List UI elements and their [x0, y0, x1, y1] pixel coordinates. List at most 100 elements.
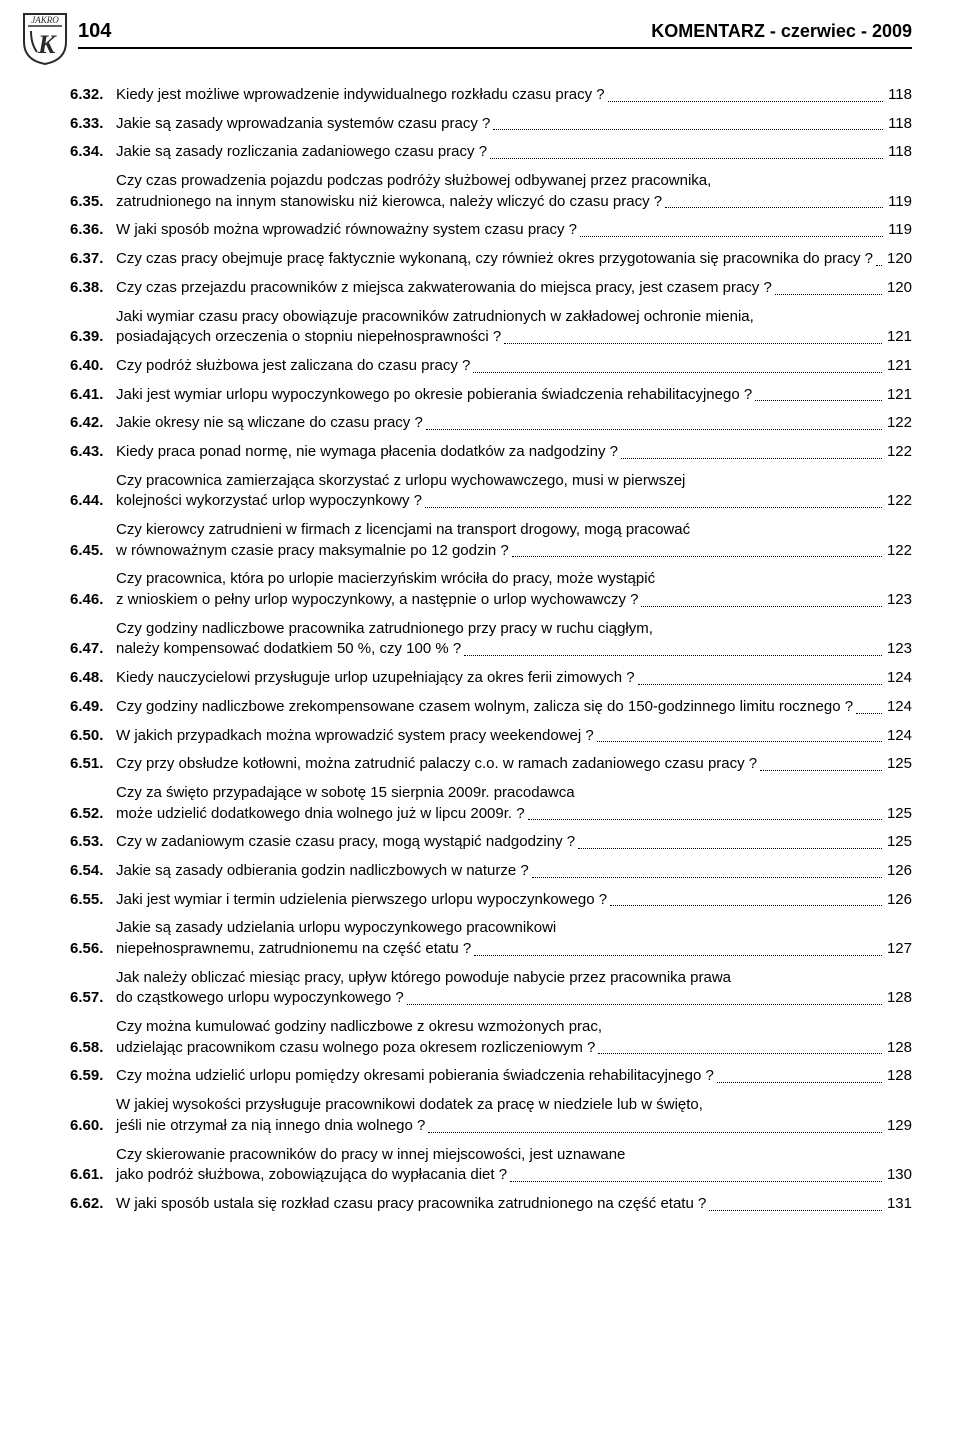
toc-leader — [717, 1082, 882, 1083]
toc-entry-number: 6.35. — [70, 192, 116, 213]
toc-entry: 6.47.Czy godziny nadliczbowe pracownika … — [70, 619, 912, 660]
toc-entry-page: 119 — [886, 220, 912, 241]
toc-leader — [856, 713, 882, 714]
toc-leader — [528, 819, 882, 820]
toc-entry-page: 124 — [885, 697, 912, 718]
toc-entry-page: 120 — [885, 278, 912, 299]
toc-line-text: Czy pracownica zamierzająca skorzystać z… — [116, 471, 685, 492]
toc-leader — [709, 1210, 882, 1211]
toc-entry-text: Czy skierowanie pracowników do pracy w i… — [116, 1145, 912, 1186]
toc-line-text: Jaki jest wymiar urlopu wypoczynkowego p… — [116, 385, 752, 406]
toc-line-text: Czy podróż służbowa jest zaliczana do cz… — [116, 356, 470, 377]
page-header: 104 KOMENTARZ - czerwiec - 2009 — [78, 20, 912, 43]
toc-entry-number: 6.36. — [70, 220, 116, 241]
toc-entry-number: 6.38. — [70, 278, 116, 299]
toc-entry-page: 122 — [885, 442, 912, 463]
toc-entry-number: 6.59. — [70, 1066, 116, 1087]
toc-line-text: udzielając pracownikom czasu wolnego poz… — [116, 1038, 595, 1059]
toc-entry-text: Kiedy praca ponad normę, nie wymaga płac… — [116, 442, 912, 463]
toc-entry-text: Jakie okresy nie są wliczane do czasu pr… — [116, 413, 912, 434]
toc-line-text: niepełnosprawnemu, zatrudnionemu na częś… — [116, 939, 471, 960]
toc-entry-page: 127 — [885, 939, 912, 960]
toc-entry-text: Kiedy nauczycielowi przysługuje urlop uz… — [116, 668, 912, 689]
toc-entry: 6.38.Czy czas przejazdu pracowników z mi… — [70, 278, 912, 299]
toc-entry: 6.41.Jaki jest wymiar urlopu wypoczynkow… — [70, 385, 912, 406]
toc-line-text: Kiedy nauczycielowi przysługuje urlop uz… — [116, 668, 635, 689]
toc-entry-text: Jakie są zasady wprowadzania systemów cz… — [116, 114, 912, 135]
toc-entry-number: 6.46. — [70, 590, 116, 611]
toc-entry-number: 6.55. — [70, 890, 116, 911]
toc-entry-text: Czy można kumulować godziny nadliczbowe … — [116, 1017, 912, 1058]
toc-entry-text: W jakich przypadkach można wprowadzić sy… — [116, 726, 912, 747]
toc-leader — [775, 294, 882, 295]
toc-entry: 6.57.Jak należy obliczać miesiąc pracy, … — [70, 968, 912, 1009]
toc-leader — [512, 556, 882, 557]
toc-entry-page: 122 — [885, 413, 912, 434]
toc-line-text: Jakie są zasady udzielania urlopu wypocz… — [116, 918, 556, 939]
toc-entry-number: 6.54. — [70, 861, 116, 882]
toc-entry: 6.42.Jakie okresy nie są wliczane do cza… — [70, 413, 912, 434]
toc-leader — [504, 343, 882, 344]
toc-entry-text: Jaki wymiar czasu pracy obowiązuje praco… — [116, 307, 912, 348]
toc-entry-page: 118 — [886, 114, 912, 135]
toc-entry-page: 130 — [885, 1165, 912, 1186]
toc-line-text: Jakie są zasady odbierania godzin nadlic… — [116, 861, 529, 882]
toc-entry-text: Czy czas pracy obejmuje pracę faktycznie… — [116, 249, 912, 270]
toc-line-text: Czy czas przejazdu pracowników z miejsca… — [116, 278, 772, 299]
toc-entry-page: 125 — [885, 804, 912, 825]
toc-entry: 6.50.W jakich przypadkach można wprowadz… — [70, 726, 912, 747]
toc-entry: 6.53.Czy w zadaniowym czasie czasu pracy… — [70, 832, 912, 853]
toc-leader — [425, 507, 882, 508]
toc-entry: 6.48.Kiedy nauczycielowi przysługuje url… — [70, 668, 912, 689]
toc-leader — [510, 1181, 882, 1182]
toc-entry-number: 6.50. — [70, 726, 116, 747]
toc-leader — [580, 236, 883, 237]
toc-entry-text: Czy podróż służbowa jest zaliczana do cz… — [116, 356, 912, 377]
toc-entry-number: 6.52. — [70, 804, 116, 825]
toc-leader — [876, 265, 882, 266]
toc-leader — [426, 429, 882, 430]
toc-entry-text: Czy za święto przypadające w sobotę 15 s… — [116, 783, 912, 824]
toc-leader — [608, 101, 883, 102]
toc-entry: 6.33.Jakie są zasady wprowadzania system… — [70, 114, 912, 135]
toc-entry-text: Czy godziny nadliczbowe pracownika zatru… — [116, 619, 912, 660]
toc-leader — [474, 955, 882, 956]
toc-leader — [532, 877, 882, 878]
toc-line-text: W jaki sposób ustala się rozkład czasu p… — [116, 1194, 706, 1215]
toc-entry-text: Czy pracownica zamierzająca skorzystać z… — [116, 471, 912, 512]
toc-entry: 6.43.Kiedy praca ponad normę, nie wymaga… — [70, 442, 912, 463]
toc-line-text: Czy za święto przypadające w sobotę 15 s… — [116, 783, 575, 804]
toc-line-text: Czy przy obsłudze kotłowni, można zatrud… — [116, 754, 757, 775]
toc-entry-page: 118 — [886, 85, 912, 106]
toc-entry-number: 6.43. — [70, 442, 116, 463]
toc-entry: 6.32.Kiedy jest możliwe wprowadzenie ind… — [70, 85, 912, 106]
toc-line-text: Czy można kumulować godziny nadliczbowe … — [116, 1017, 602, 1038]
toc-line-text: Jaki wymiar czasu pracy obowiązuje praco… — [116, 307, 754, 328]
toc-line-text: Czy godziny nadliczbowe zrekompensowane … — [116, 697, 853, 718]
toc-entry-text: W jakiej wysokości przysługuje pracownik… — [116, 1095, 912, 1136]
toc-entry: 6.52.Czy za święto przypadające w sobotę… — [70, 783, 912, 824]
toc-line-text: z wnioskiem o pełny urlop wypoczynkowy, … — [116, 590, 638, 611]
toc-entry-number: 6.40. — [70, 356, 116, 377]
toc-line-text: Czy czas prowadzenia pojazdu podczas pod… — [116, 171, 711, 192]
toc-entry: 6.37.Czy czas pracy obejmuje pracę fakty… — [70, 249, 912, 270]
toc-entry-page: 128 — [885, 1066, 912, 1087]
toc-line-text: Jaki jest wymiar i termin udzielenia pie… — [116, 890, 607, 911]
toc-entry-number: 6.53. — [70, 832, 116, 853]
toc-entry: 6.40.Czy podróż służbowa jest zaliczana … — [70, 356, 912, 377]
toc-entry-text: Czy czas przejazdu pracowników z miejsca… — [116, 278, 912, 299]
toc-entry-number: 6.48. — [70, 668, 116, 689]
header-rule — [78, 47, 912, 49]
toc-entry-text: Czy kierowcy zatrudnieni w firmach z lic… — [116, 520, 912, 561]
toc-leader — [665, 207, 883, 208]
toc-entry-page: 128 — [885, 1038, 912, 1059]
toc-entry-page: 124 — [885, 726, 912, 747]
toc-line-text: Jakie okresy nie są wliczane do czasu pr… — [116, 413, 423, 434]
toc-leader — [597, 741, 882, 742]
toc-entry: 6.56.Jakie są zasady udzielania urlopu w… — [70, 918, 912, 959]
brand-shield: JAKRO K — [22, 12, 68, 66]
toc-entry-page: 129 — [885, 1116, 912, 1137]
toc-entry-page: 126 — [885, 890, 912, 911]
svg-text:K: K — [37, 30, 57, 59]
toc-entry-text: Czy czas prowadzenia pojazdu podczas pod… — [116, 171, 912, 212]
